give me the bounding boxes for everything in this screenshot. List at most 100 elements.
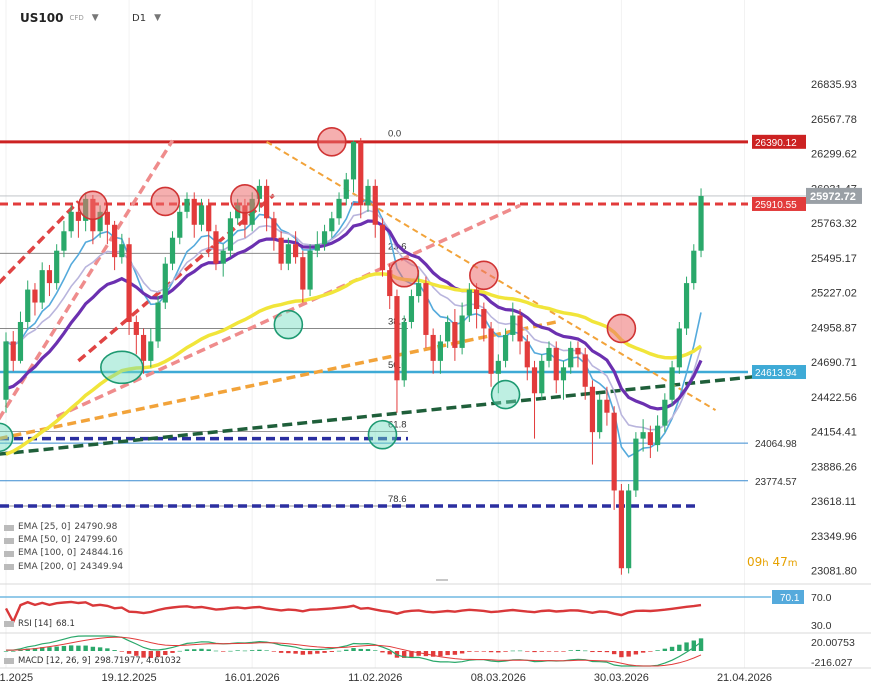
candle-body	[278, 237, 284, 264]
panel-resize-handle[interactable]	[436, 579, 448, 581]
macd-histogram-bar	[141, 651, 146, 658]
candle-body	[307, 250, 313, 290]
candle-body	[32, 289, 38, 303]
candle-body	[227, 218, 234, 251]
macd-histogram-bar	[640, 651, 646, 653]
support-marker	[0, 422, 14, 453]
candle-body	[423, 283, 429, 335]
resistance-marker	[606, 313, 637, 344]
candle-body	[321, 231, 328, 245]
rsi-last-label: 70.1	[780, 593, 800, 604]
macd-histogram-bar	[597, 651, 602, 653]
candle-body	[459, 315, 465, 348]
trend-line-orange	[0, 320, 557, 441]
candle-body	[683, 283, 690, 329]
fib-label: 0.0	[388, 129, 401, 140]
ema-legend-item[interactable]: EMA [50, 0] 24799.60	[4, 534, 123, 547]
chevron-down-icon: ▼	[154, 13, 161, 23]
instrument-type: CFD	[69, 14, 84, 22]
candle-body	[452, 321, 458, 348]
resistance-marker	[230, 184, 260, 214]
candle-body	[300, 257, 306, 290]
candle-body	[655, 425, 661, 446]
timeframe-selector[interactable]: D1 ▼	[132, 8, 161, 28]
macd-histogram-bar	[633, 651, 639, 655]
resistance-marker	[78, 190, 108, 221]
macd-histogram-bar	[459, 651, 465, 654]
price-tick-label: 23886.26	[811, 461, 857, 473]
fib-label: 61.8	[388, 419, 407, 430]
candle-body	[437, 341, 443, 361]
macd-legend[interactable]: MACD [12, 26, 9] 298.71977, 4.61032	[4, 656, 181, 666]
timer-hours: 09	[747, 555, 763, 569]
candle-body	[676, 328, 682, 368]
candle-body	[546, 347, 552, 361]
macd-histogram-bar	[575, 649, 581, 651]
macd-histogram-bar	[213, 650, 219, 652]
chevron-down-icon: ▼	[91, 13, 99, 23]
candle-body	[126, 244, 132, 322]
ema-value: 24790.98	[74, 522, 118, 532]
timeframe-label: D1	[132, 12, 147, 24]
price-level-label: 24064.98	[755, 439, 797, 450]
price-tick-label: 25227.02	[811, 288, 857, 300]
candle-body	[285, 244, 291, 264]
macd-histogram-bar	[568, 650, 573, 651]
candle-body	[242, 205, 248, 225]
candle-body	[220, 250, 226, 264]
candle-body	[691, 250, 697, 284]
candle-body	[626, 490, 632, 569]
candle-body	[140, 334, 147, 361]
macd-histogram-bar	[307, 651, 313, 655]
settings-icon[interactable]	[4, 524, 14, 532]
candle-body	[575, 347, 581, 355]
resistance-marker	[150, 186, 181, 217]
macd-histogram-bar	[452, 651, 458, 655]
macd-histogram-bar	[525, 651, 530, 652]
macd-histogram-bar	[648, 651, 653, 652]
candle-body	[184, 198, 190, 212]
candle-body	[618, 490, 624, 569]
fib-label: 78.6	[388, 494, 407, 505]
macd-histogram-bar	[365, 649, 371, 651]
resistance-marker	[469, 260, 499, 291]
macd-histogram-bar	[242, 650, 248, 652]
macd-histogram-bar	[32, 648, 38, 651]
timer-minutes-unit: m	[787, 558, 798, 569]
settings-icon[interactable]	[4, 657, 14, 665]
macd-histogram-bar	[177, 650, 182, 652]
macd-histogram-bar	[155, 651, 161, 657]
ema-legend-item[interactable]: EMA [200, 0] 24349.94	[4, 561, 123, 574]
candle-body	[343, 179, 349, 199]
macd-histogram-bar	[293, 651, 298, 654]
settings-icon[interactable]	[4, 620, 14, 628]
candle-body	[372, 185, 378, 225]
settings-icon[interactable]	[4, 563, 14, 571]
candle-body	[162, 263, 168, 303]
ema-name: EMA [200, 0]	[18, 561, 77, 572]
candle-body	[61, 231, 67, 251]
ema-legend-item[interactable]: EMA [100, 0] 24844.16	[4, 547, 123, 560]
candle-body	[524, 341, 530, 368]
candle-body	[350, 141, 357, 180]
drawn-lines	[0, 139, 806, 508]
candle-body	[314, 244, 320, 251]
rsi-legend[interactable]: RSI [14] 68.1	[4, 619, 75, 629]
symbol-selector[interactable]: US100 CFD ▼	[20, 8, 99, 28]
settings-icon[interactable]	[4, 537, 14, 545]
candle-body	[10, 341, 16, 361]
symbol-name: US100	[20, 11, 64, 25]
macd-histogram-bar	[90, 646, 96, 651]
macd-histogram-bar	[112, 650, 117, 651]
macd-histogram-bar	[438, 651, 443, 657]
macd-histogram-bar	[148, 651, 153, 658]
macd-histogram-bar	[18, 649, 23, 651]
timer-minutes: 47	[772, 555, 788, 569]
macd-histogram-bar	[611, 651, 617, 655]
settings-icon[interactable]	[4, 550, 14, 558]
macd-histogram-bar	[206, 649, 211, 651]
macd-histogram-bar	[474, 651, 479, 652]
ema-legend-item[interactable]: EMA [25, 0] 24790.98	[4, 521, 123, 534]
